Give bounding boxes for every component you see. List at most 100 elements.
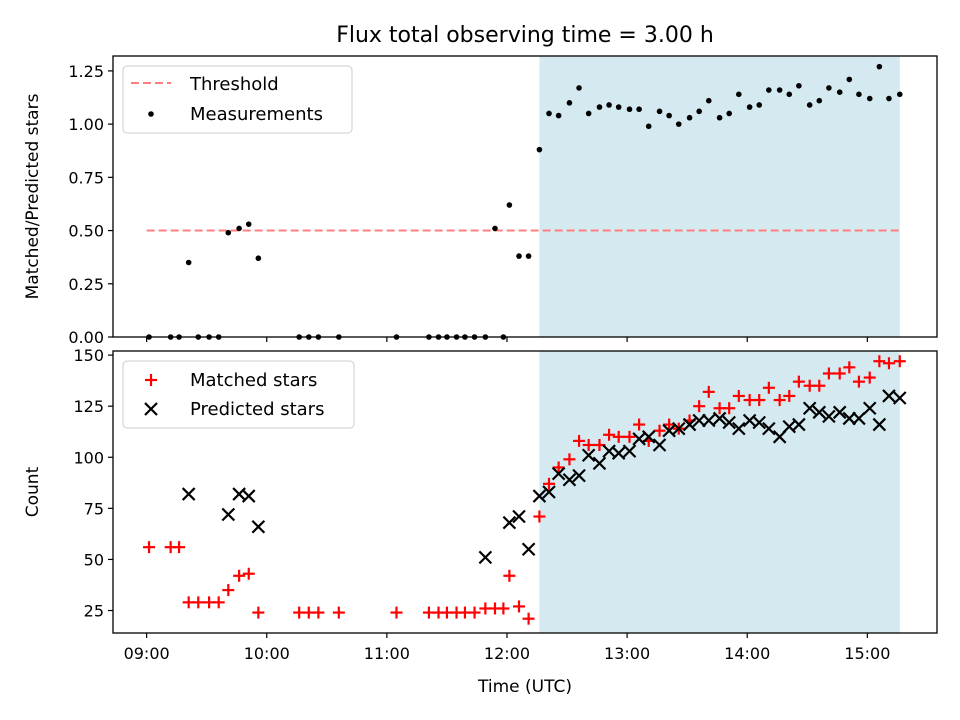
bottom-panel-frame <box>112 350 938 634</box>
predicted-star-point <box>882 389 896 403</box>
predicted-star-point <box>542 485 556 499</box>
measurement-point <box>696 108 702 115</box>
measurement-point <box>492 225 498 232</box>
legend-measurements-swatch <box>148 111 154 117</box>
matched-star-point <box>252 606 265 619</box>
predicted-star-point <box>752 415 767 430</box>
measurement-point <box>566 100 573 106</box>
x-stroke <box>862 401 877 415</box>
measurement-point <box>536 146 543 153</box>
matched-star-point <box>783 389 796 402</box>
matched-star-point <box>242 567 255 580</box>
chart-title: Flux total observing time = 3.00 h <box>336 23 714 48</box>
x-stroke <box>512 509 526 524</box>
matched-star-point <box>390 606 403 619</box>
matched-star-point <box>512 600 525 613</box>
predicted-star-point <box>671 421 686 436</box>
matched-star-point <box>533 510 546 523</box>
x-stroke <box>702 413 716 428</box>
matched-star-point <box>893 355 906 368</box>
matched-star-point <box>563 453 576 466</box>
x-stroke <box>722 415 736 430</box>
predicted-star-point <box>592 456 607 471</box>
measurement-point <box>796 83 802 89</box>
x-stroke <box>832 405 847 420</box>
predicted-star-point <box>842 411 857 426</box>
predicted-star-point <box>181 487 196 501</box>
x-stroke <box>251 519 266 534</box>
measurement-point <box>866 95 873 102</box>
predicted-star-point <box>641 430 656 444</box>
predicted-star-point <box>702 413 716 428</box>
matched-star-point <box>792 375 805 388</box>
x-stroke <box>611 446 626 460</box>
x-stroke <box>692 413 706 428</box>
x-stroke <box>842 411 857 426</box>
x-stroke <box>782 419 797 434</box>
x-stroke <box>712 411 727 426</box>
predicted-star-point <box>852 411 866 426</box>
y-tick-label: 50 <box>84 550 104 569</box>
x-stroke <box>662 423 676 438</box>
legend-matched-swatch <box>145 374 157 386</box>
y-tick-label: 1.25 <box>68 62 104 81</box>
matched-star-point <box>233 569 246 582</box>
measurement-point <box>675 121 682 127</box>
x-stroke <box>632 432 646 446</box>
measurement-point <box>516 253 522 259</box>
matched-star-point <box>503 569 516 582</box>
x-tick-label: 09:00 <box>124 644 170 663</box>
matched-star-point <box>173 541 186 554</box>
y-tick-label: 0.75 <box>68 168 104 187</box>
x-stroke <box>181 487 196 501</box>
measurement-point <box>245 221 252 227</box>
x-stroke <box>572 468 586 483</box>
predicted-star-point <box>682 417 697 432</box>
matched-star-point <box>693 400 706 413</box>
matched-star-point <box>552 461 565 474</box>
predicted-star-point <box>832 405 847 420</box>
matched-star-point <box>612 430 625 443</box>
measurement-point <box>615 104 622 110</box>
matched-star-point <box>222 584 235 597</box>
matched-star-point <box>773 394 786 407</box>
x-stroke <box>641 430 656 444</box>
measurement-point <box>806 102 813 108</box>
predicted-star-point <box>862 401 877 415</box>
top-panel: 0.00 0.25 0.50 0.75 1.00 1.25 Matched/Predict… <box>23 55 938 347</box>
measurement-point <box>636 106 642 113</box>
matched-star-point <box>623 430 636 443</box>
matched-star-point <box>312 606 325 619</box>
measurement-point <box>876 63 883 70</box>
measurement-point <box>786 91 793 98</box>
x-stroke <box>532 489 547 503</box>
top-panel-shaded-region <box>539 56 900 337</box>
matched-star-point <box>573 434 586 447</box>
matched-star-point <box>753 394 766 407</box>
matched-star-point <box>702 385 715 398</box>
predicted-star-point <box>221 507 236 522</box>
predicted-star-point <box>732 421 746 436</box>
x-tick-label: 12:00 <box>484 644 530 663</box>
bottom-panel: 09:00 10:00 11:00 12:00 13:00 14:00 15:00 25 50 7… <box>23 346 938 697</box>
matched-star-point <box>852 375 865 388</box>
matched-star-point <box>582 439 595 451</box>
matched-star-point <box>143 541 156 554</box>
x-tick-label: 10:00 <box>244 644 290 663</box>
x-stroke <box>872 417 887 432</box>
measurement-point <box>585 110 592 117</box>
x-stroke <box>241 489 256 503</box>
predicted-star-point <box>512 509 526 524</box>
legend-measurements-label: Measurements <box>190 104 323 125</box>
measurement-point <box>766 87 772 93</box>
x-stroke <box>622 444 637 458</box>
x-stroke <box>682 417 697 432</box>
matched-star-point <box>873 355 886 368</box>
x-stroke <box>822 409 836 424</box>
x-stroke <box>892 391 907 405</box>
matched-star-point <box>813 379 826 392</box>
bottom-panel-legend: Matched stars Predicted stars <box>122 360 355 429</box>
measurement-point <box>726 110 732 117</box>
x-stroke <box>562 472 577 487</box>
